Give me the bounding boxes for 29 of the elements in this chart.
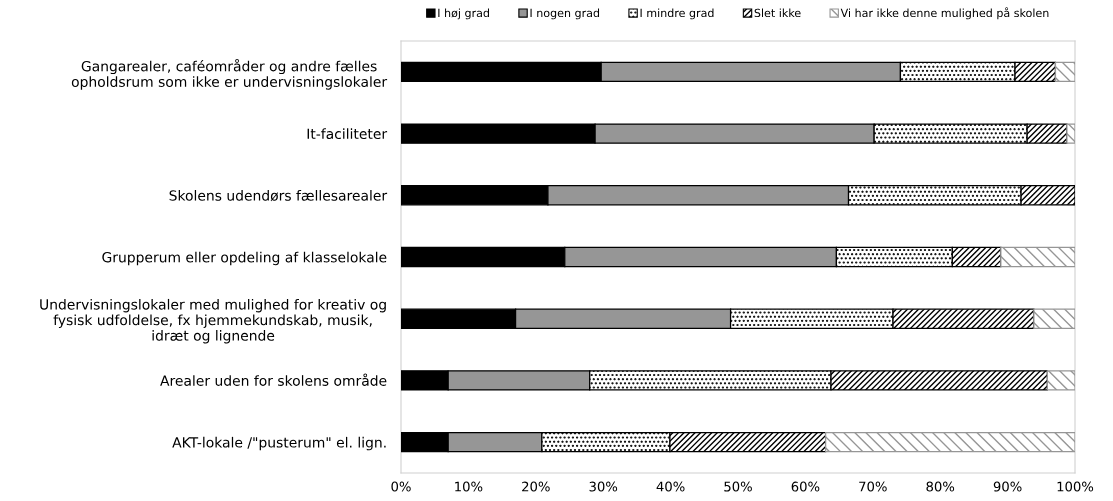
y-tick-label: Skolens udendørs fællesarealer [169, 190, 388, 202]
bar [824, 431, 1075, 453]
legend-label: Slet ikke [754, 8, 801, 18]
x-tick-label: 60% [791, 481, 820, 492]
x-tick-label: 20% [522, 481, 550, 492]
bar [1066, 123, 1075, 144]
y-tick-label: Gangarealer, caféområder og andre fælles opholdsrum som ikke er undervisningslokaler [71, 59, 388, 90]
bar [1054, 61, 1075, 83]
legend-label: I mindre grad [640, 8, 714, 20]
y-tick-label: It-faciliteter [307, 128, 388, 140]
y-tick-label: AKT-lokale /"pusterum" el. lign. [172, 436, 386, 451]
x-tick-label: 70% [859, 481, 887, 492]
x-tick-label: 10% [455, 481, 483, 492]
legend-label: Vi har ikke denne mulighed på skolen [840, 7, 1049, 20]
y-tick-label: Undervisningslokaler med mulighed for kreativ og fysisk udfoldelse, fx hjemmekundskab, musik, idræt og lignende [40, 298, 386, 344]
x-tick-label: 80% [926, 481, 955, 492]
bar [1033, 308, 1075, 329]
x-tick-label: 30% [589, 481, 618, 492]
x-tick-label: 100% [1057, 481, 1094, 492]
x-tick-label: 0% [391, 481, 411, 492]
y-tick-label: Grupperum eller opdeling af klasselokale [102, 251, 387, 266]
bar [1000, 246, 1075, 268]
legend-label: I nogen grad [530, 8, 600, 20]
x-tick-label: 90% [993, 481, 1022, 492]
legend-label: I høj grad [438, 8, 489, 20]
x-tick-label: 40% [656, 481, 685, 492]
y-tick-label: Arealer uden for skolens område [160, 373, 387, 386]
x-tick-label: 50% [724, 481, 752, 492]
bar [1046, 370, 1075, 391]
